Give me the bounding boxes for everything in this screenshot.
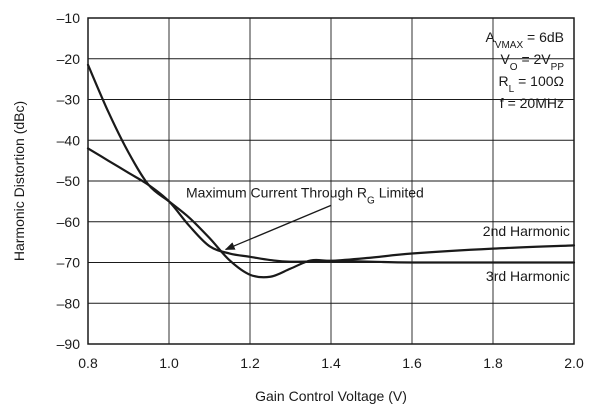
series-label-2nd-harmonic: 2nd Harmonic xyxy=(483,223,570,239)
x-tick-label: 1.0 xyxy=(159,355,179,371)
x-tick-label: 2.0 xyxy=(564,355,584,371)
y-tick-label: –40 xyxy=(57,132,81,148)
annotation-arrow xyxy=(224,204,332,251)
annotation-text: Maximum Current Through RG Limited xyxy=(186,184,424,206)
x-tick-label: 0.8 xyxy=(78,355,98,371)
condition-line: f = 20MHz xyxy=(500,95,564,111)
series-line-3rd-harmonic xyxy=(86,63,576,279)
y-tick-label: –90 xyxy=(57,336,81,352)
y-tick-label: –60 xyxy=(57,214,81,230)
condition-line: VO = 2VPP xyxy=(500,51,564,73)
series-labels: 2nd Harmonic 3rd Harmonic xyxy=(483,223,570,284)
x-tick-label: 1.2 xyxy=(240,355,260,371)
y-tick-label: –80 xyxy=(57,295,81,311)
y-tick-label: –70 xyxy=(57,255,81,271)
y-tick-label: –30 xyxy=(57,92,81,108)
condition-line: RL = 100Ω xyxy=(499,73,564,95)
y-tick-labels: –10 –20 –30 –40 –50 –60 –70 –80 –90 xyxy=(57,10,81,352)
x-tick-label: 1.6 xyxy=(402,355,422,371)
y-axis-label: Harmonic Distortion (dBc) xyxy=(11,101,27,261)
y-tick-label: –50 xyxy=(57,173,81,189)
annotation-max-current: Maximum Current Through RG Limited xyxy=(186,184,424,251)
series-label-3rd-harmonic: 3rd Harmonic xyxy=(486,268,570,284)
series-group xyxy=(86,63,576,279)
condition-line: AVMAX = 6dB xyxy=(485,29,564,51)
series-line-2nd-harmonic xyxy=(86,147,576,263)
x-tick-labels: 0.8 1.0 1.2 1.4 1.6 1.8 2.0 xyxy=(78,355,584,371)
plot-frame xyxy=(87,17,575,345)
x-tick-label: 1.8 xyxy=(483,355,503,371)
x-axis-label: Gain Control Voltage (V) xyxy=(255,388,407,404)
y-tick-label: –10 xyxy=(57,10,81,26)
y-tick-label: –20 xyxy=(57,51,81,67)
x-tick-label: 1.4 xyxy=(321,355,341,371)
